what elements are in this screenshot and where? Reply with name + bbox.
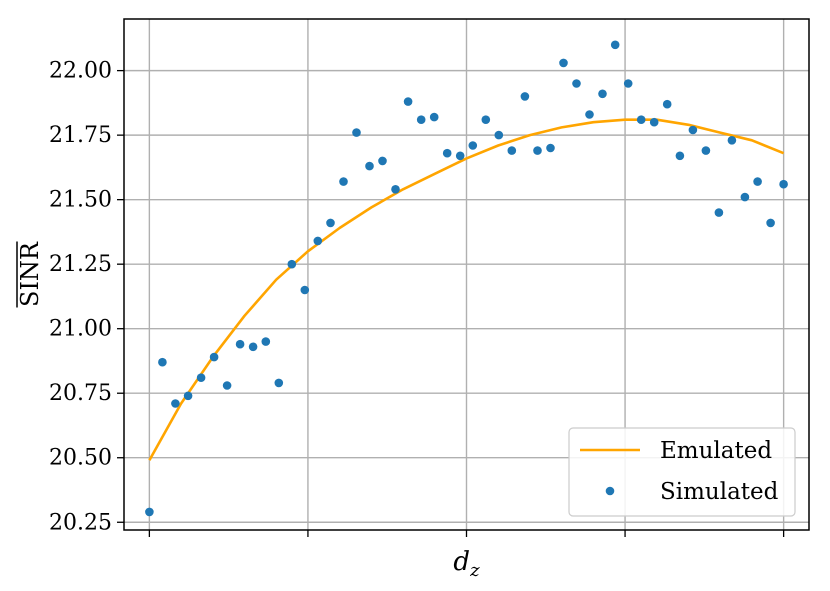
simulated-point: [701, 146, 711, 155]
y-tick-label-2: 20.75: [49, 381, 112, 406]
simulated-point: [688, 125, 698, 135]
legend: Emulated Simulated: [568, 427, 796, 517]
simulated-point: [326, 218, 335, 228]
simulated-point: [598, 89, 607, 99]
simulated-point: [183, 391, 193, 401]
simulated-point: [378, 156, 387, 166]
y-tick-label-7: 22.00: [49, 59, 112, 84]
simulated-point: [546, 143, 555, 153]
simulated-point: [649, 117, 659, 127]
x-axis-label-main: d: [453, 547, 470, 577]
simulated-point: [391, 185, 400, 194]
simulated-point: [494, 130, 504, 140]
simulated-point: [365, 161, 374, 171]
emulated-series: [148, 118, 785, 461]
simulated-point: [468, 141, 478, 150]
simulated-point: [636, 115, 646, 124]
simulated-point: [585, 110, 594, 119]
simulated-point: [559, 58, 568, 68]
simulated-point: [610, 40, 620, 50]
simulated-point: [261, 337, 271, 346]
grid: [124, 19, 809, 530]
y-axis-ticks: 20.25 20.50 20.75 21.00 21.25 21.50 21.75 22.00: [49, 59, 124, 535]
simulated-point: [235, 339, 245, 349]
simulated-point: [339, 177, 348, 186]
y-axis-label: SINR: [16, 241, 44, 307]
simulated-point: [572, 79, 581, 88]
simulated-point: [352, 128, 361, 137]
legend-emulated-label: Emulated: [660, 438, 772, 464]
simulated-point: [209, 352, 219, 362]
simulated-point: [753, 177, 762, 186]
simulated-point: [300, 285, 310, 295]
simulated-point: [145, 507, 154, 517]
y-tick-label-6: 21.75: [49, 123, 112, 148]
simulated-point: [507, 146, 517, 155]
simulated-point: [623, 79, 633, 88]
legend-simulated-swatch: [605, 486, 615, 496]
simulated-point: [455, 151, 465, 161]
simulated-point: [248, 342, 258, 352]
y-tick-label-3: 21.00: [49, 317, 112, 342]
simulated-point: [779, 179, 788, 189]
simulated-point: [196, 373, 206, 383]
y-tick-label-0: 20.25: [49, 510, 112, 535]
x-axis-label-subscript: z: [469, 560, 480, 581]
simulated-point: [520, 92, 530, 101]
simulated-point: [740, 192, 750, 202]
simulated-point: [274, 378, 284, 388]
simulated-point: [158, 357, 167, 367]
simulated-point: [403, 97, 413, 106]
x-axis-label: dz: [453, 547, 480, 581]
simulated-series: [145, 40, 788, 517]
y-tick-label-4: 21.25: [49, 252, 112, 277]
y-axis-label-group: SINR: [16, 241, 44, 308]
legend-simulated-label: Simulated: [660, 479, 779, 505]
simulated-point: [171, 399, 180, 408]
simulated-point: [287, 259, 297, 269]
y-tick-label-1: 20.50: [49, 446, 112, 471]
simulated-point: [313, 236, 323, 246]
simulated-point: [714, 208, 724, 217]
simulated-point: [533, 146, 542, 155]
simulated-point: [416, 115, 426, 124]
x-axis-ticks: [148, 530, 785, 537]
simulated-point: [222, 381, 232, 390]
simulated-point: [766, 218, 775, 228]
y-tick-label-5: 21.50: [49, 188, 112, 213]
simulated-point: [429, 112, 439, 122]
simulated-point: [675, 151, 685, 161]
emulated-line: [148, 118, 785, 461]
simulated-point: [727, 136, 737, 145]
simulated-point: [442, 148, 452, 158]
simulated-point: [662, 99, 672, 109]
simulated-point: [481, 115, 491, 124]
